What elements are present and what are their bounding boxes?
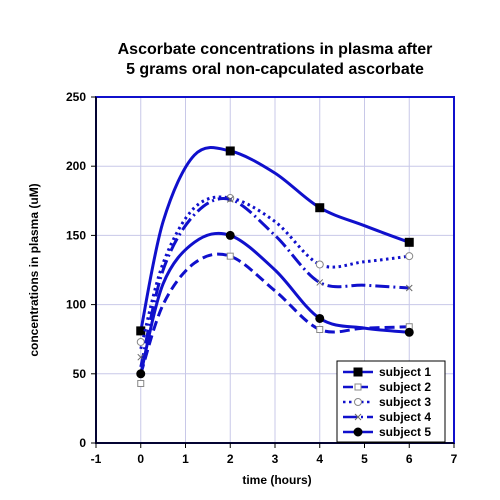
x-tick-label: 4 — [316, 452, 323, 466]
series-line — [139, 195, 410, 350]
legend-item: subject 4 — [343, 410, 431, 424]
series-line — [139, 197, 410, 368]
legend-label: subject 2 — [379, 380, 431, 394]
data-point-marker — [354, 398, 362, 406]
data-point-marker — [225, 146, 235, 156]
data-point-marker — [354, 383, 362, 391]
axes: -1 0 1 2 3 4 5 6 7 0 50 100 150 200 250 — [66, 90, 458, 466]
y-tick-label: 250 — [66, 90, 86, 104]
data-point-marker — [315, 260, 324, 269]
series-line — [139, 146, 410, 332]
data-point-marker — [136, 337, 145, 346]
y-tick-label: 200 — [66, 159, 86, 173]
chart-title-line-1: Ascorbate concentrations in plasma after — [117, 41, 433, 58]
data-point-marker — [137, 379, 145, 387]
data-point-marker — [225, 230, 235, 240]
series-1 — [136, 146, 414, 336]
data-point-marker — [353, 427, 363, 437]
data-point-marker — [226, 196, 234, 203]
legend-item: subject 5 — [343, 425, 431, 439]
data-point-marker — [353, 367, 363, 377]
legend-item: subject 3 — [343, 395, 431, 409]
series-4 — [137, 196, 413, 368]
data-point-marker — [315, 203, 325, 213]
legend-label: subject 4 — [379, 410, 431, 424]
x-tick-label: 2 — [227, 452, 234, 466]
series-lines — [136, 146, 414, 387]
x-tick-label: -1 — [91, 452, 102, 466]
y-axis-title: concentrations in plasma (uM) — [27, 183, 41, 356]
x-tick-label: 1 — [182, 452, 189, 466]
x-tick-label: 6 — [406, 452, 413, 466]
data-point-marker — [405, 284, 413, 292]
y-tick-label: 100 — [66, 298, 86, 312]
data-point-marker — [404, 237, 414, 247]
x-tick-label: 3 — [272, 452, 279, 466]
legend-label: subject 5 — [379, 425, 431, 439]
chart-title-line-2: 5 grams oral non-capculated ascorbate — [126, 61, 424, 78]
x-marker-stroke — [316, 279, 324, 286]
series-line — [139, 231, 410, 375]
y-tick-label: 50 — [73, 367, 87, 381]
x-marker-stroke — [354, 413, 362, 421]
chart-title: Ascorbate concentrations in plasma after… — [0, 40, 500, 80]
data-point-marker — [354, 413, 362, 421]
x-marker-stroke — [137, 353, 145, 361]
x-marker-stroke — [405, 284, 413, 292]
data-point-marker — [405, 252, 414, 261]
legend-label: subject 3 — [379, 395, 431, 409]
data-point-marker — [226, 252, 234, 260]
x-tick-label: 7 — [451, 452, 458, 466]
data-point-marker — [136, 369, 146, 379]
data-point-marker — [316, 279, 324, 286]
data-point-marker — [404, 327, 414, 337]
series-5 — [136, 230, 414, 379]
legend-label: subject 1 — [379, 365, 431, 379]
y-tick-label: 0 — [79, 436, 86, 450]
legend-item: subject 1 — [343, 365, 431, 379]
data-point-marker — [316, 326, 324, 334]
legend-item: subject 2 — [343, 380, 431, 394]
data-point-marker — [315, 313, 325, 323]
y-tick-label: 150 — [66, 228, 86, 242]
x-axis-title: time (hours) — [242, 473, 311, 487]
x-tick-label: 5 — [361, 452, 368, 466]
x-marker-stroke — [226, 196, 234, 203]
x-tick-label: 0 — [137, 452, 144, 466]
